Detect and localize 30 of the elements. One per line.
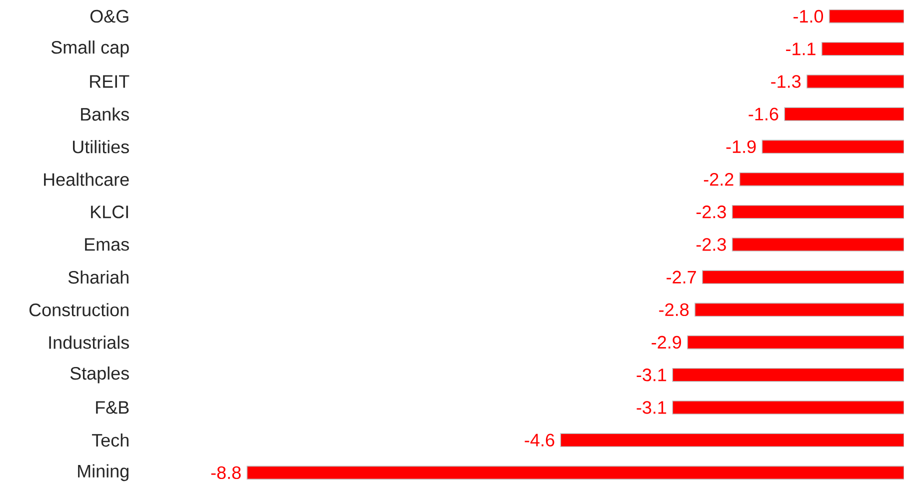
data-label: -2.8 (659, 303, 689, 316)
y-tick-label: Industrials (49, 336, 129, 349)
data-label: -1.1 (786, 42, 816, 56)
y-tick-label: Utilities (72, 140, 129, 154)
y-tick-label: Emas (85, 238, 129, 251)
data-label: -8.8 (211, 466, 241, 480)
data-label: -1.0 (794, 10, 824, 23)
y-tick-label: Mining (78, 464, 128, 482)
y-tick-label: Small cap (51, 40, 129, 58)
y-tick-label: REIT (90, 75, 130, 88)
data-label: -4.6 (524, 434, 554, 446)
data-label: -2.2 (704, 173, 734, 186)
data-label: -1.9 (726, 140, 756, 154)
data-label: -3.1 (636, 368, 666, 382)
data-label: -2.3 (696, 206, 726, 218)
data-label: -3.1 (636, 401, 666, 414)
y-tick-label: Shariah (68, 270, 128, 284)
data-label: -2.7 (666, 270, 696, 284)
data-label: -2.9 (652, 336, 682, 349)
y-tick-label: F&B (96, 401, 129, 414)
y-tick-label: Healthcare (44, 172, 129, 186)
data-label: -2.3 (696, 238, 726, 251)
y-tick-label: Tech (92, 433, 128, 447)
data-label: -1.6 (748, 108, 778, 120)
y-tick-label: KLCI (91, 206, 128, 218)
y-tick-label: O&G (90, 10, 128, 23)
data-label: -1.3 (771, 75, 801, 88)
y-tick-label: Construction (29, 303, 128, 316)
y-tick-label: Banks (81, 107, 129, 121)
y-tick-label: Staples (70, 366, 129, 384)
